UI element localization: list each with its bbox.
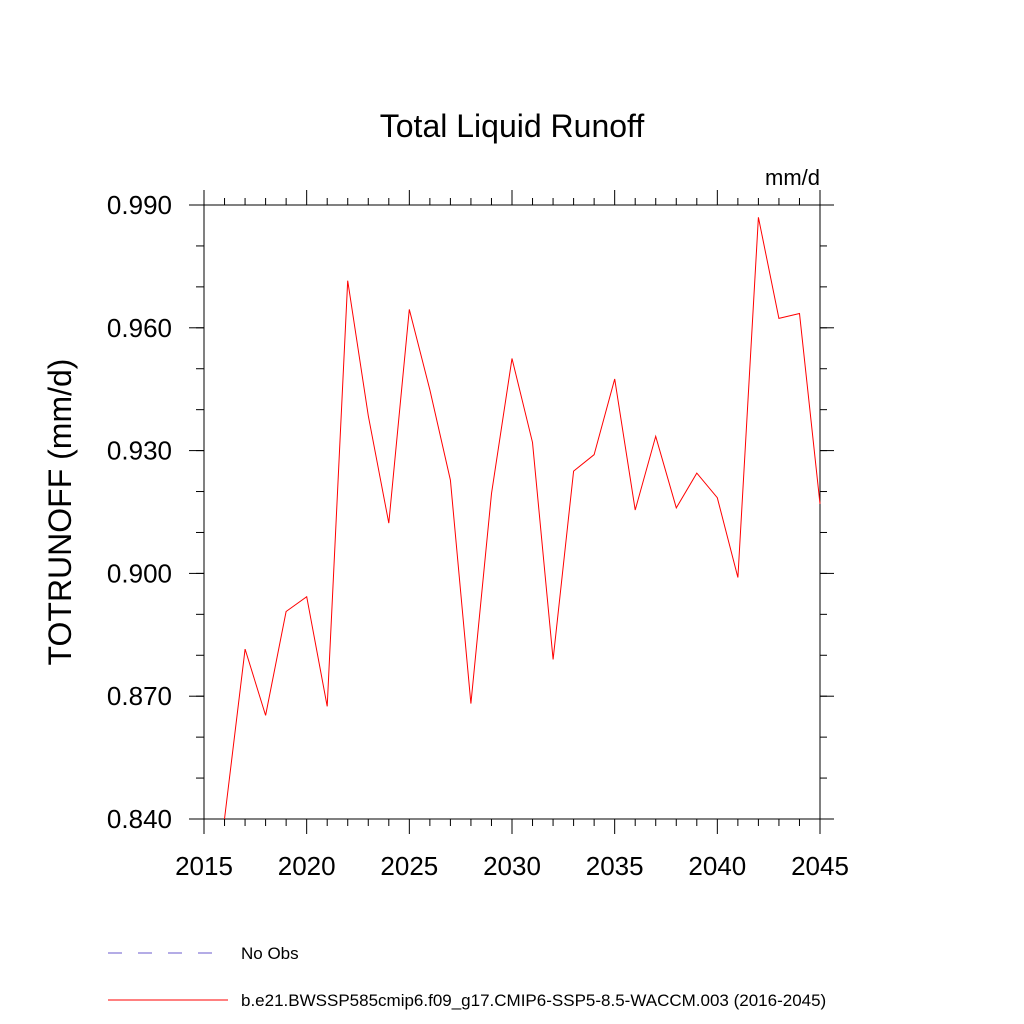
units-label: mm/d (765, 165, 820, 190)
chart-title: Total Liquid Runoff (380, 108, 645, 144)
legend: No Obs b.e21.BWSSP585cmip6.f09_g17.CMIP6-… (108, 944, 826, 1010)
x-tick-label: 2015 (175, 851, 233, 881)
plot-axes: 0.840 0.870 0.900 0.930 0.960 0.990 2015 2020 20… (107, 190, 849, 881)
x-tick-label: 2025 (380, 851, 438, 881)
legend-label: b.e21.BWSSP585cmip6.f09_g17.CMIP6-SSP5-8… (241, 991, 826, 1010)
y-tick-label: 0.870 (107, 681, 172, 711)
series-layer (224, 217, 821, 820)
y-tick-label: 0.900 (107, 558, 172, 588)
y-tick-label: 0.990 (107, 190, 172, 220)
y-tick-label: 0.960 (107, 313, 172, 343)
x-tick-label: 2035 (586, 851, 644, 881)
y-tick-label: 0.840 (107, 804, 172, 834)
x-tick-label: 2030 (483, 851, 541, 881)
y-tick-label: 0.930 (107, 436, 172, 466)
legend-label: No Obs (241, 944, 299, 963)
x-tick-label: 2045 (791, 851, 849, 881)
series-line (224, 217, 821, 820)
y-axis-label: TOTRUNOFF (mm/d) (42, 359, 78, 666)
x-tick-label: 2040 (688, 851, 746, 881)
x-tick-label: 2020 (278, 851, 336, 881)
plot-frame (203, 204, 821, 820)
